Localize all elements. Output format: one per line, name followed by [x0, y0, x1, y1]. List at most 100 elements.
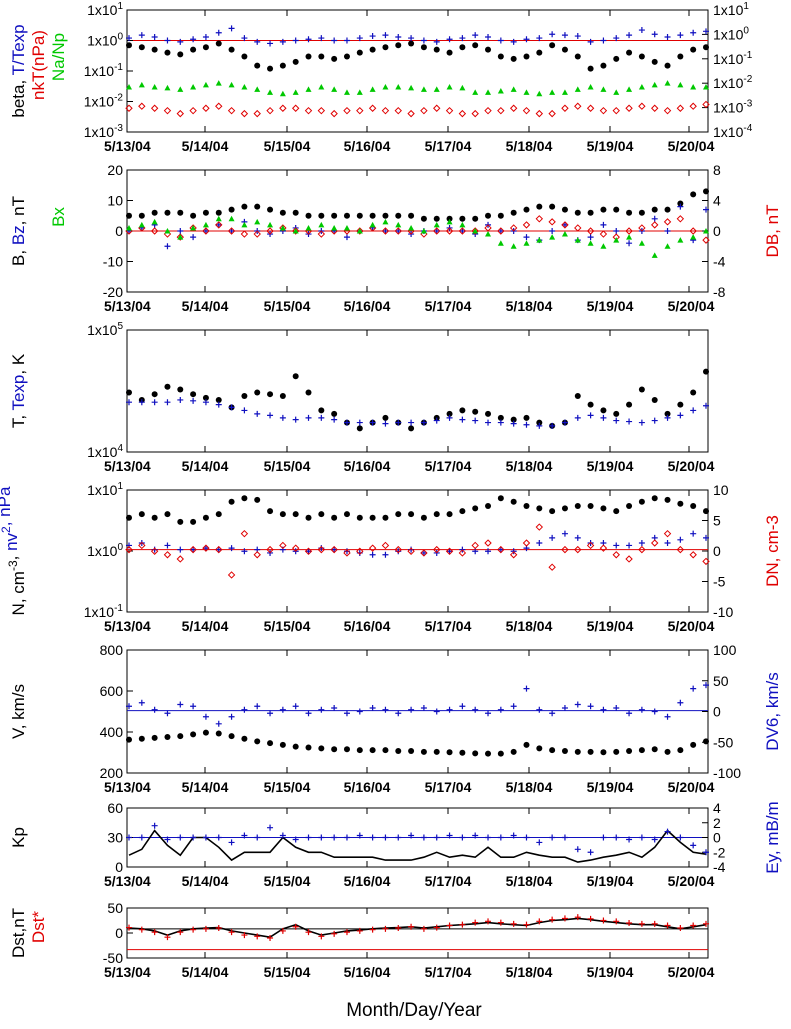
- y2-tick-label: 1x10-1: [713, 50, 753, 67]
- data-point: [472, 832, 479, 839]
- y-tick-label: 50: [107, 900, 123, 916]
- data-point: [151, 46, 158, 53]
- data-point: [190, 83, 197, 90]
- data-point: [613, 55, 620, 62]
- data-point: [703, 228, 709, 234]
- data-point: [472, 32, 479, 39]
- data-point: [587, 703, 594, 710]
- data-point: [254, 410, 261, 417]
- x-tick-label: 5/18/04: [506, 138, 553, 154]
- data-point: [626, 240, 633, 247]
- data-point: [126, 399, 132, 406]
- data-point: [522, 221, 531, 229]
- data-point: [267, 89, 274, 95]
- data-point: [164, 209, 171, 216]
- data-point: [523, 53, 530, 60]
- data-point: [433, 511, 440, 518]
- data-point: [227, 106, 236, 115]
- data-point: [190, 731, 197, 738]
- data-point: [253, 551, 261, 559]
- data-point: [625, 227, 633, 235]
- data-point: [587, 401, 594, 408]
- data-point: [254, 86, 261, 92]
- data-point: [138, 399, 145, 406]
- y-tick-label: 1x105: [87, 321, 123, 338]
- data-point: [459, 228, 466, 234]
- data-point: [625, 104, 633, 112]
- data-point: [408, 84, 415, 91]
- data-point: [549, 534, 556, 541]
- data-point: [228, 713, 235, 720]
- data-point: [420, 704, 427, 711]
- data-point: [651, 746, 658, 753]
- y2-tick-label: 1x10-2: [713, 74, 753, 91]
- data-point: [202, 834, 209, 841]
- y2-tick-label: 50: [713, 673, 729, 689]
- data-point: [177, 209, 184, 216]
- data-point: [626, 836, 633, 843]
- data-point: [497, 545, 505, 554]
- data-point: [291, 227, 300, 235]
- series-1: [126, 188, 709, 222]
- data-point: [241, 35, 248, 42]
- data-point: [343, 710, 350, 717]
- data-point: [266, 545, 274, 554]
- x-tick-label: 5/15/04: [264, 138, 311, 154]
- data-point: [497, 834, 504, 841]
- y-tick-label: 1x104: [87, 443, 123, 460]
- data-point: [677, 500, 684, 507]
- data-point: [292, 743, 299, 750]
- data-point: [561, 221, 569, 229]
- x-tick-label: 5/14/04: [182, 779, 229, 795]
- data-point: [458, 227, 467, 235]
- data-point: [638, 209, 645, 216]
- data-point: [138, 81, 145, 88]
- x-tick-label: 5/19/04: [587, 298, 634, 314]
- panel-6: 5/13/04 5/14/04 5/15/04 5/16/04 5/17/04 5/18/…: [9, 800, 782, 889]
- data-point: [164, 49, 171, 56]
- data-point: [369, 33, 376, 40]
- data-point: [267, 206, 274, 213]
- data-point: [586, 227, 595, 235]
- data-point: [254, 496, 261, 503]
- data-point: [703, 508, 709, 515]
- data-point: [254, 738, 261, 745]
- data-point: [202, 713, 209, 720]
- series-2: [126, 530, 709, 558]
- data-point: [651, 206, 658, 213]
- data-point: [317, 106, 326, 115]
- data-point: [446, 511, 453, 518]
- y2-tick-label: -5: [713, 574, 726, 590]
- data-point: [369, 514, 376, 521]
- data-point: [587, 849, 594, 856]
- data-point: [638, 834, 645, 841]
- x-tick-label: 5/20/04: [668, 458, 715, 474]
- y-tick-label: 1x101: [87, 1, 123, 18]
- data-point: [382, 834, 389, 841]
- data-point: [433, 834, 440, 841]
- data-point: [535, 215, 544, 223]
- data-point: [664, 748, 671, 755]
- y-tick-label: 1x10-1: [84, 603, 124, 620]
- y2-tick-label: 4: [713, 193, 721, 209]
- data-point: [587, 83, 594, 90]
- data-point: [523, 206, 530, 213]
- data-point: [215, 730, 222, 737]
- data-point: [138, 221, 145, 228]
- data-point: [690, 842, 697, 849]
- data-point: [458, 549, 467, 557]
- data-point: [664, 410, 671, 417]
- data-point: [356, 927, 363, 934]
- data-point: [664, 540, 671, 547]
- x-tick-label: 5/17/04: [425, 873, 472, 889]
- data-point: [549, 228, 556, 234]
- data-point: [420, 86, 427, 92]
- data-point: [459, 921, 466, 928]
- data-point: [676, 215, 685, 223]
- data-point: [292, 511, 299, 518]
- data-point: [381, 541, 390, 550]
- data-point: [446, 749, 453, 756]
- x-tick-label: 5/19/04: [587, 138, 634, 154]
- x-tick-label: 5/18/04: [506, 779, 553, 795]
- data-point: [164, 243, 171, 250]
